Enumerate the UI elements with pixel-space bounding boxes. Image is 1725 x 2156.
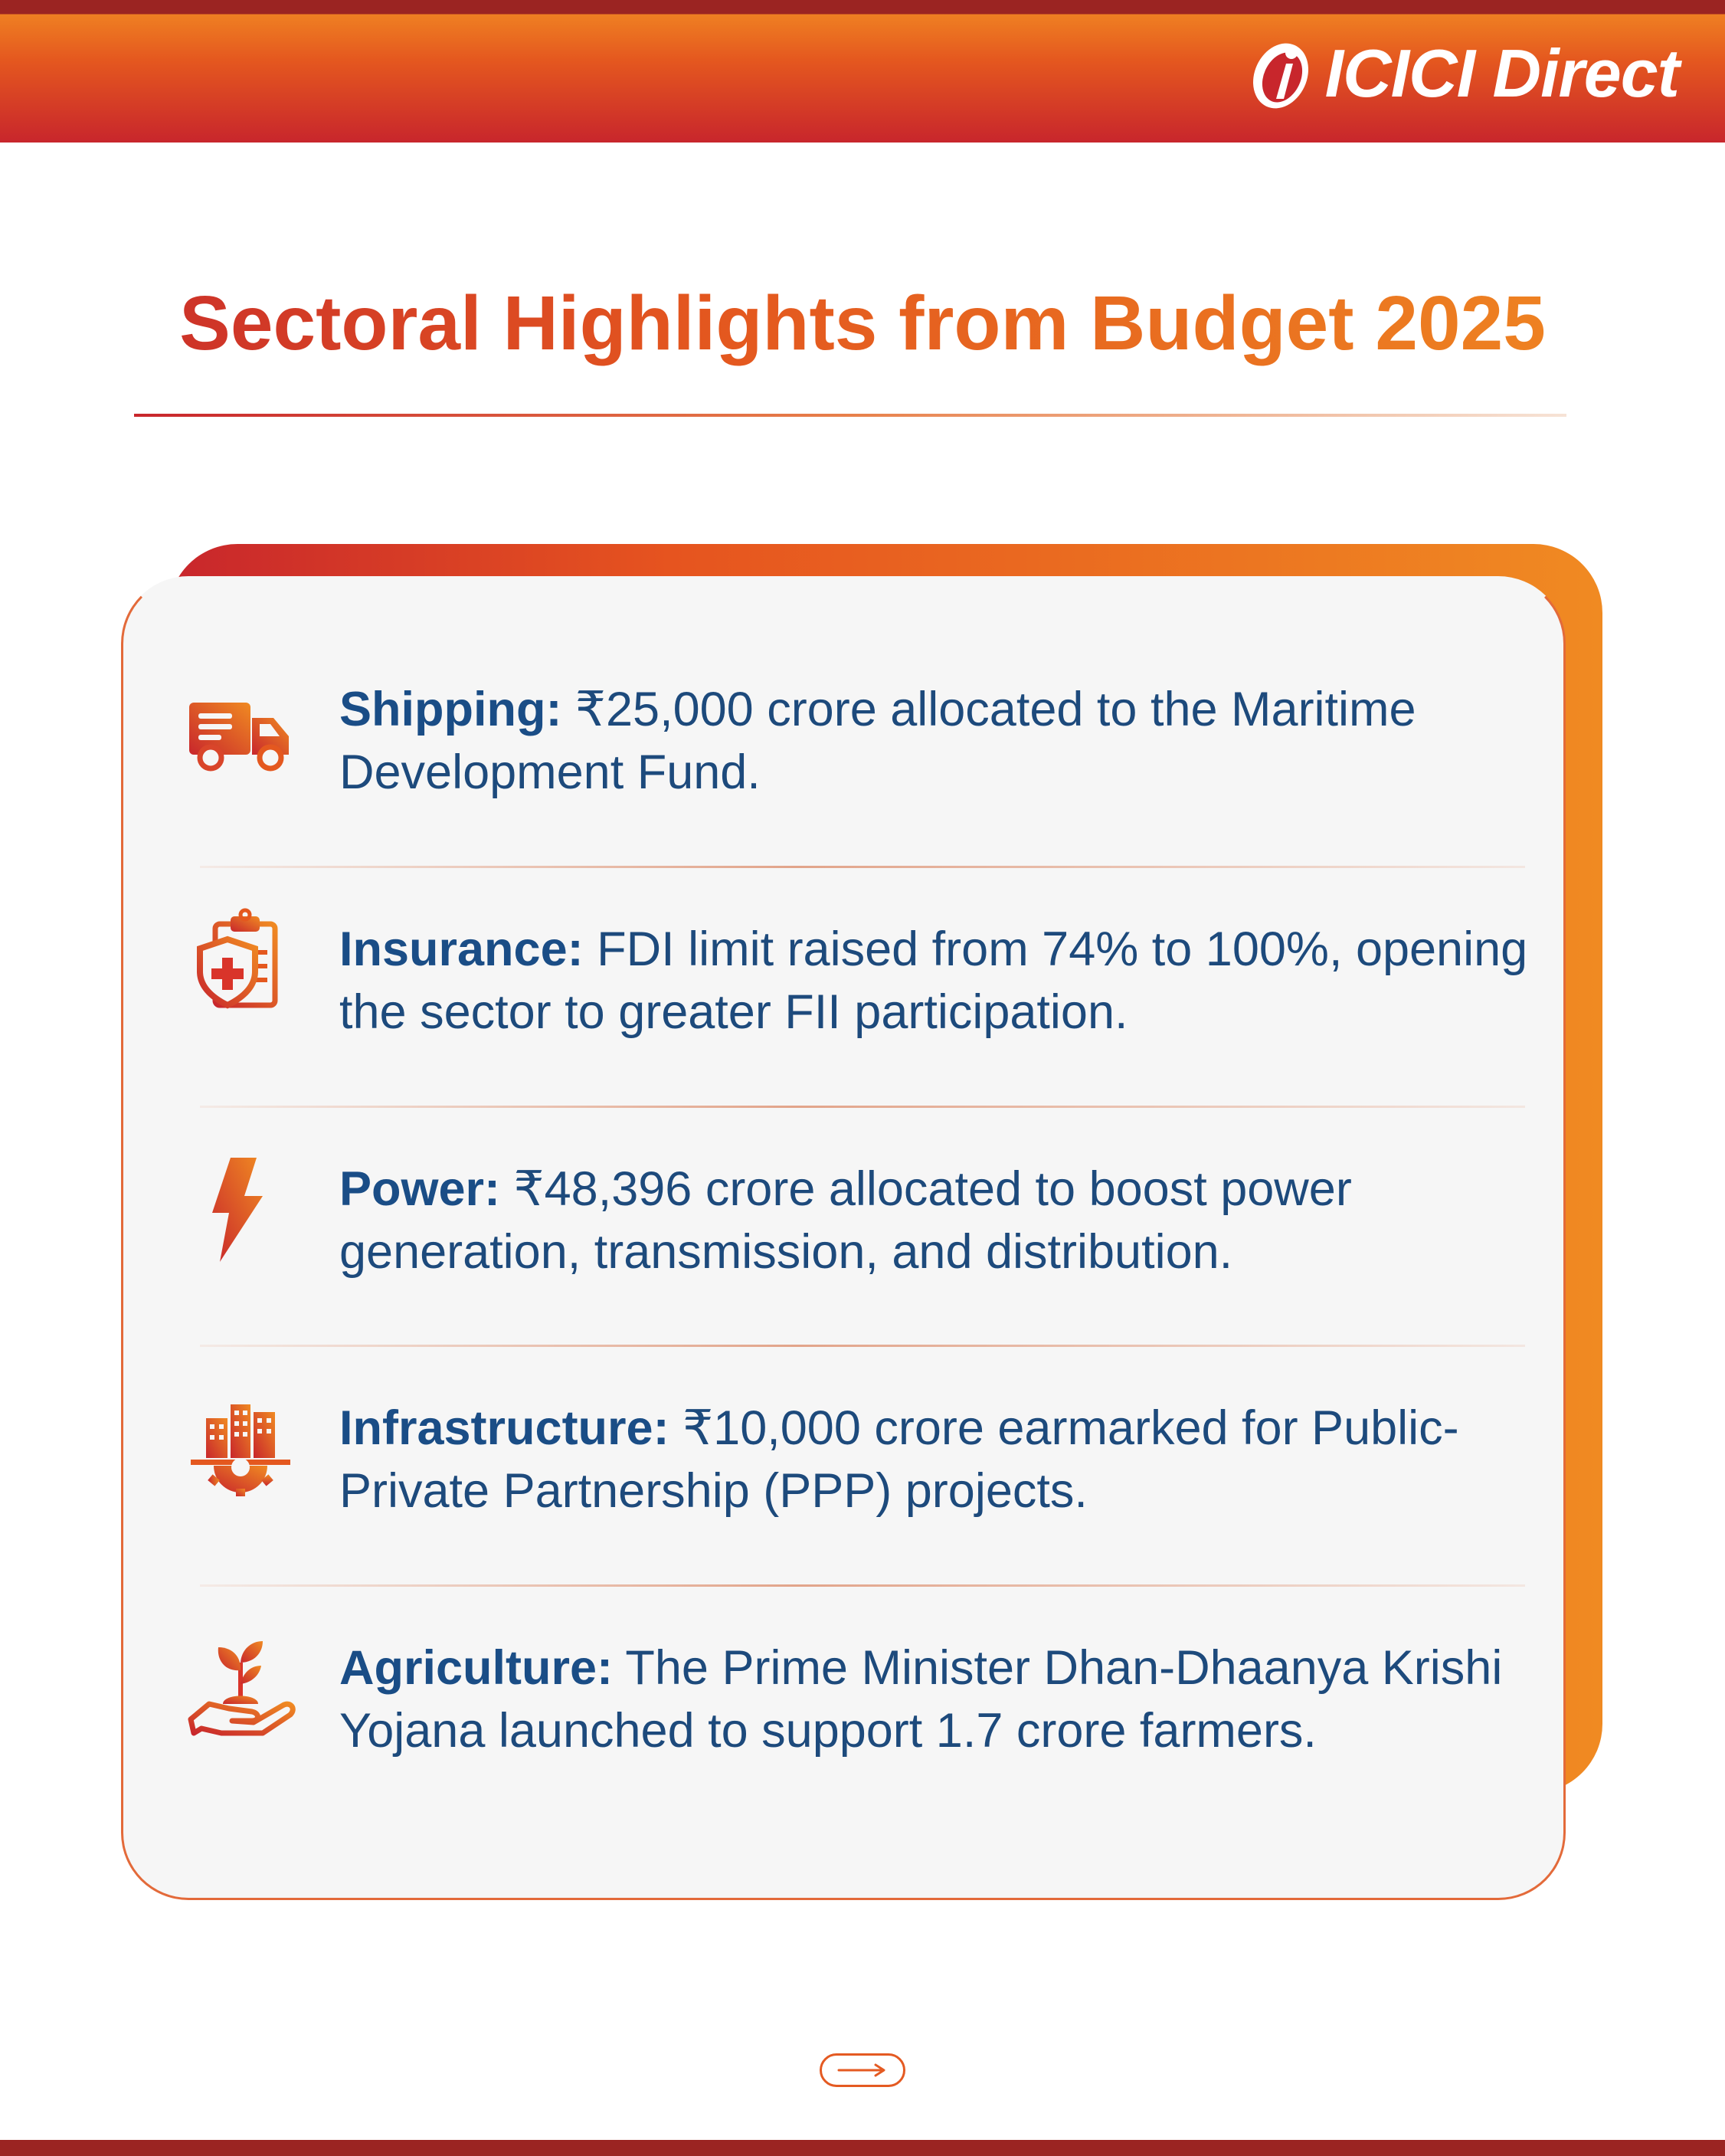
logo-text: ICICI Direct [1324,35,1680,111]
delivery-truck-icon [189,703,289,772]
item-body: The Prime Minister Dhan-Dhaanya Krishi Y… [339,1641,1503,1758]
item-heading: Power: [339,1162,501,1216]
right-arrow-icon [837,2063,885,2077]
item-text: Infrastructure: ₹10,000 crore earmarked … [339,1397,1534,1522]
item-text: Agriculture: The Prime Minister Dhan-Dha… [339,1637,1534,1762]
item-body: ₹25,000 crore allocated to the Maritime … [339,683,1416,799]
item-heading: Infrastructure: [339,1401,669,1455]
item-heading: Agriculture: [339,1641,614,1695]
item-text: Power: ₹48,396 crore allocated to boost … [339,1158,1534,1283]
item-heading: Shipping: [339,683,562,736]
highlights-card: Shipping: ₹25,000 crore allocated to the… [121,576,1566,1900]
buildings-gear-icon [191,1404,290,1496]
item-body: ₹10,000 crore earmarked for Public-Priva… [339,1401,1459,1518]
icici-logo-icon [1252,43,1308,109]
page-title: Sectoral Highlights from Budget 2025 [0,280,1725,368]
item-text: Insurance: FDI limit raised from 74% to … [339,918,1534,1044]
title-divider [134,414,1566,417]
brand-logo[interactable]: ICICI Direct [1244,28,1680,120]
divider [200,1584,1525,1587]
divider [200,1106,1525,1108]
item-body: ₹48,396 crore allocated to boost power g… [339,1162,1352,1279]
insurance-shield-clipboard-icon [197,908,278,1009]
divider [200,866,1525,868]
next-page-button[interactable] [820,2053,905,2087]
hand-plant-icon [188,1641,296,1736]
item-heading: Insurance: [339,922,584,976]
item-text: Shipping: ₹25,000 crore allocated to the… [339,678,1534,804]
footer-bar [0,2140,1725,2156]
header-bar [0,0,1725,143]
item-body: FDI limit raised from 74% to 100%, openi… [339,922,1528,1039]
lightning-bolt-icon [212,1158,263,1262]
divider [200,1345,1525,1347]
